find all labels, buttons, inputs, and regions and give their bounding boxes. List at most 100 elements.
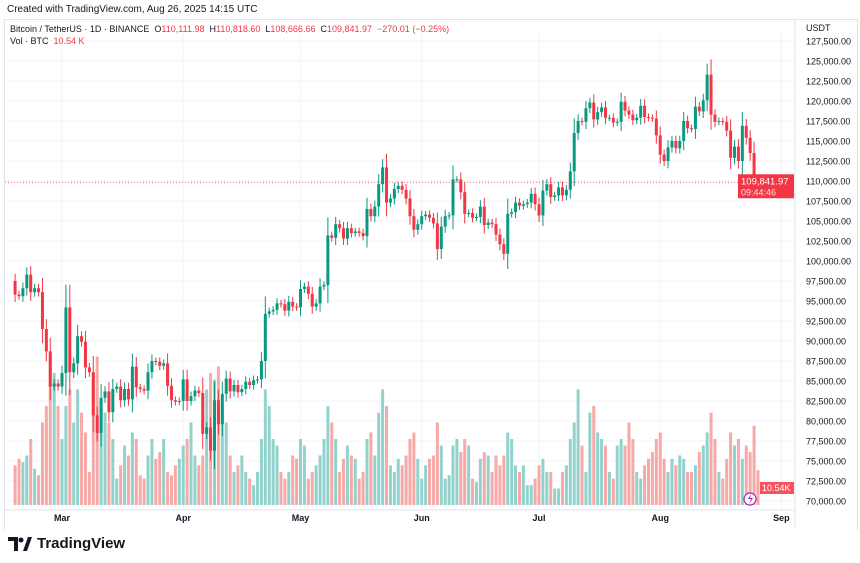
candle-body [310,293,314,307]
candle-body [80,336,84,342]
volume-bar [416,458,420,505]
volume-bar [451,445,455,505]
volume-bar [126,455,130,505]
candle-body [369,209,373,217]
volume-bar [553,488,557,505]
candle-body [557,187,561,196]
l-label: L [265,24,271,34]
y-tick-label: 125,000.00 [806,57,851,67]
candle-body [115,386,119,389]
volume-bar [736,439,740,505]
candle-body [126,389,130,400]
candle-body [752,153,756,181]
candle-body [705,74,709,101]
volume-bar [107,422,111,505]
volume-bar [232,472,236,505]
candle-body [271,309,275,312]
x-tick-label: Sep [773,513,790,523]
candle-body [650,117,654,119]
candle-body [314,303,318,307]
candle-body [471,213,475,218]
volume-bar [240,455,244,505]
candle-body [345,228,349,239]
candle-body [455,179,459,181]
volume-bar [76,389,80,505]
candle-body [424,214,428,217]
volume-bar [193,455,197,505]
candle-body [451,179,455,216]
y-tick-label: 105,000.00 [806,217,851,227]
volume-bar [48,356,52,505]
volume-bar [756,470,760,505]
y-tick-label: 75,000.00 [806,457,846,467]
tradingview-logo[interactable]: TradingView [8,535,125,552]
candle-body [287,301,291,311]
candle-body [498,234,502,245]
volume-bar [263,389,267,505]
volume-bar [584,472,588,505]
candle-body [670,141,674,148]
candle-body [623,101,627,111]
candle-body [64,307,68,373]
high-value: 110,818.60 [215,24,261,34]
volume-bar [404,455,408,505]
symbol-title[interactable]: Bitcoin / TetherUS · 1D · BINANCE [10,24,150,34]
candle-body [91,372,95,416]
candle-body [733,146,737,158]
candle-body [658,135,662,155]
volume-bar [639,478,643,505]
candle-body [146,372,150,391]
candle-body [713,114,717,122]
candle-body [29,274,33,293]
candle-body [690,128,694,130]
volume-bar [752,425,756,505]
candle-body [431,217,435,224]
volume-bar [189,422,193,505]
x-tick-label: Aug [651,513,669,523]
candle-body [44,329,48,352]
candle-body [365,209,369,237]
candle-body [189,396,193,401]
volume-bar [103,412,107,505]
y-tick-label: 120,000.00 [806,97,851,107]
candle-body [228,378,232,392]
volume-bar [166,472,170,505]
last-price-badge [738,174,794,199]
candle-body [400,185,404,190]
candle-body [717,121,721,122]
candle-body [95,415,99,433]
o-label: O [154,24,162,34]
volume-bar [244,472,248,505]
volume-bar [252,485,256,505]
candle-body [60,373,64,387]
candle-body [592,102,596,120]
volume-bar [295,458,299,505]
candle-body [21,288,25,297]
candle-body [162,363,166,366]
candle-body [248,381,252,385]
volume-bar [44,406,48,505]
volume-bar [580,445,584,505]
candle-body [596,112,600,120]
volume-bar [17,458,21,505]
candle-body [678,141,682,149]
volume-bar [201,455,205,505]
candle-body [25,274,29,289]
volume-bar [529,485,533,505]
volume-bar [549,472,553,505]
volume-bar [271,439,275,505]
y-tick-label: 95,000.00 [806,297,846,307]
candle-body [537,204,541,216]
candle-body [216,400,220,425]
candle-body [568,171,572,190]
volume-bar [197,465,201,505]
volume-bar [248,478,252,505]
volume-bar [181,445,185,505]
volume-bar [33,468,37,505]
candle-body [564,189,568,196]
candle-body [381,167,385,185]
volume-bar [670,458,674,505]
candle-body [373,206,377,217]
low-value: 108,666.66 [270,24,316,34]
